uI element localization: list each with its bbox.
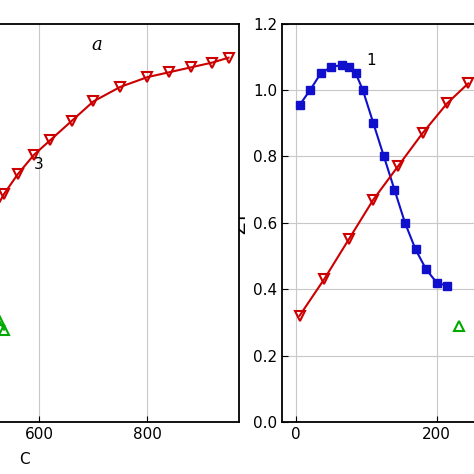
Text: 1: 1 — [366, 53, 376, 68]
Y-axis label: ZT: ZT — [231, 211, 249, 235]
Text: 3: 3 — [34, 157, 44, 172]
Text: a: a — [91, 36, 102, 54]
Text: C: C — [19, 452, 29, 467]
